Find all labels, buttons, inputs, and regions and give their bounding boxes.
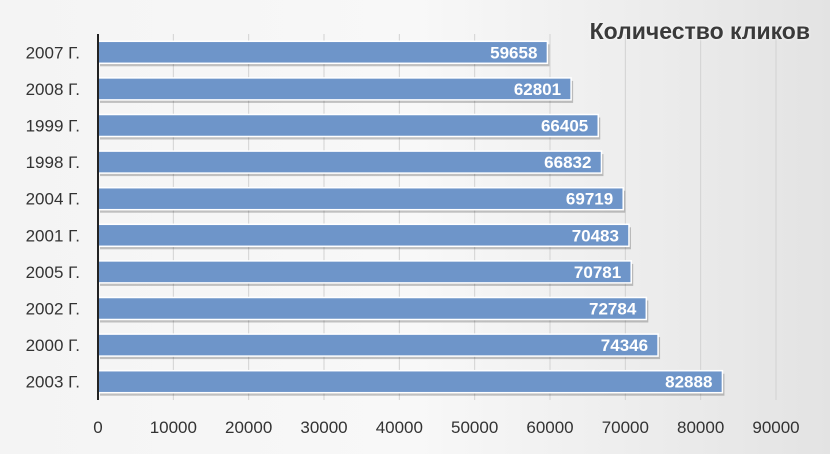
data-label: 66832 <box>544 153 591 172</box>
x-tick-label: 0 <box>93 418 102 437</box>
category-label: 2004 Г. <box>26 190 80 209</box>
bar <box>97 260 632 284</box>
chart-title: Количество кликов <box>589 18 810 44</box>
x-tick-label: 40000 <box>376 418 423 437</box>
x-tick-label: 80000 <box>677 418 724 437</box>
category-label: 2000 Г. <box>26 336 80 355</box>
category-label: 2005 Г. <box>26 263 80 282</box>
bar <box>97 40 549 65</box>
bar <box>97 77 572 101</box>
data-label: 74346 <box>601 336 648 355</box>
bar <box>97 223 630 248</box>
category-label: 2001 Г. <box>26 226 80 245</box>
category-label: 2007 Г. <box>26 43 80 62</box>
bar <box>97 113 600 138</box>
data-label: 66405 <box>541 117 588 136</box>
category-label: 2003 Г. <box>26 373 80 392</box>
data-label: 70781 <box>574 263 621 282</box>
data-label: 59658 <box>490 43 537 62</box>
category-label: 2008 Г. <box>26 80 80 99</box>
x-tick-label: 70000 <box>602 418 649 437</box>
x-tick-label: 30000 <box>300 418 347 437</box>
bar <box>97 150 603 174</box>
x-tick-label: 10000 <box>150 418 197 437</box>
data-label: 69719 <box>566 190 613 209</box>
category-label: 1999 Г. <box>26 117 80 136</box>
data-label: 62801 <box>514 80 561 99</box>
bar <box>97 296 648 321</box>
data-label: 72784 <box>589 300 637 319</box>
x-tick-label: 50000 <box>451 418 498 437</box>
data-label: 82888 <box>665 373 712 392</box>
category-label: 2002 Г. <box>26 300 80 319</box>
data-label: 70483 <box>572 226 619 245</box>
bar <box>97 186 624 211</box>
x-tick-label: 90000 <box>752 418 799 437</box>
bar <box>97 369 724 394</box>
category-label: 1998 Г. <box>26 153 80 172</box>
x-tick-label: 60000 <box>526 418 573 437</box>
x-tick-label: 20000 <box>225 418 272 437</box>
bar <box>97 333 659 357</box>
